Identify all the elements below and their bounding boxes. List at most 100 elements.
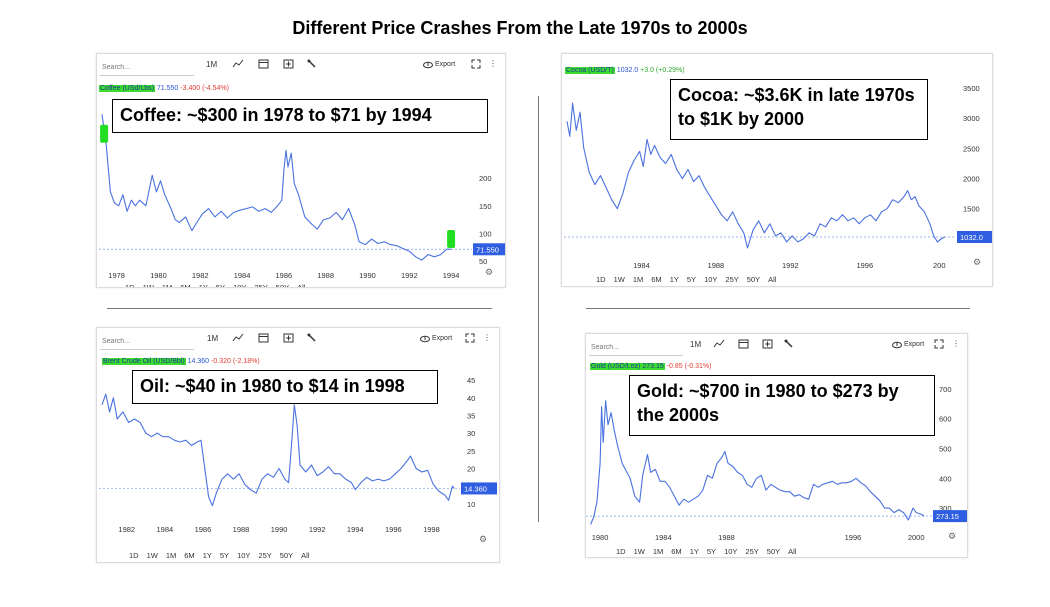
range-6m-button[interactable]: 6M — [184, 551, 195, 560]
line-chart-icon[interactable] — [713, 339, 725, 351]
x-tick-label: 200 — [933, 261, 946, 270]
range-25y-button[interactable]: 25Y — [745, 547, 759, 556]
interval-selector[interactable]: 1M — [207, 334, 219, 343]
series-line — [101, 393, 455, 507]
range-5y-button[interactable]: 5Y — [219, 551, 230, 560]
y-tick-label: 1500 — [963, 205, 980, 214]
series-line — [566, 102, 946, 249]
y-tick-label: 150 — [479, 202, 492, 211]
range-1m-button[interactable]: 1M — [632, 275, 644, 284]
fullscreen-icon[interactable] — [934, 339, 944, 351]
range-all-button[interactable]: All — [297, 283, 306, 288]
fullscreen-icon[interactable] — [471, 59, 481, 71]
draw-tools-icon[interactable] — [784, 339, 794, 351]
range-1w-button[interactable]: 1W — [633, 547, 645, 556]
interval-selector[interactable]: 1M — [690, 340, 702, 349]
draw-tools-icon[interactable] — [307, 59, 317, 71]
range-50y-button[interactable]: 50Y — [766, 547, 781, 556]
settings-gear-icon[interactable]: ⚙ — [485, 267, 494, 277]
range-1m-button[interactable]: 1M — [165, 551, 177, 560]
range-25y-button[interactable]: 25Y — [254, 283, 268, 288]
settings-gear-icon[interactable]: ⚙ — [479, 534, 488, 544]
fullscreen-icon[interactable] — [465, 333, 475, 345]
line-chart-icon[interactable] — [232, 59, 244, 71]
draw-tools-icon[interactable] — [307, 333, 317, 345]
range-1d-button[interactable]: 1D — [596, 275, 606, 284]
x-tick-label: 2000 — [908, 533, 925, 542]
cocoa-chart-panel: Cocoa (USD/T) 1032.0 +3.0 (+0.29%) 1500 2… — [561, 53, 993, 287]
range-25y-button[interactable]: 25Y — [258, 551, 272, 560]
range-1d-button[interactable]: 1D — [129, 551, 139, 560]
range-buttons: 1D 1W 1M 6M 1Y 5Y 10Y 25Y 50Y All — [596, 275, 776, 284]
export-button[interactable]: Export — [892, 340, 924, 349]
range-50y-button[interactable]: 50Y — [275, 283, 290, 288]
interval-selector[interactable]: 1M — [206, 60, 218, 69]
range-all-button[interactable]: All — [768, 275, 777, 284]
range-all-button[interactable]: All — [301, 551, 310, 560]
range-10y-button[interactable]: 10Y — [724, 547, 738, 556]
y-tick-label: 100 — [479, 230, 492, 239]
y-tick-label: 700 — [939, 385, 952, 394]
last-price-tag — [473, 243, 505, 256]
search-input[interactable] — [100, 333, 194, 350]
legend: Brent Crude Oil (USD/Bbl) 14.360 -0.320 … — [102, 358, 260, 365]
settings-gear-icon[interactable]: ⚙ — [973, 257, 982, 267]
range-50y-button[interactable]: 50Y — [746, 275, 761, 284]
export-label: Export — [435, 60, 456, 68]
gold-callout: Gold: ~$700 in 1980 to $273 by the 2000s — [629, 375, 935, 436]
y-tick-label: 25 — [467, 447, 475, 456]
calendar-icon[interactable] — [738, 339, 749, 351]
export-button[interactable]: Export — [423, 60, 456, 69]
y-tick-label: 50 — [479, 257, 487, 266]
x-tick-label: 1978 — [108, 271, 125, 280]
range-all-button[interactable]: All — [788, 547, 797, 556]
y-tick-label: 40 — [467, 394, 475, 403]
more-menu-icon[interactable]: ⋮ — [489, 59, 497, 68]
range-6m-button[interactable]: 6M — [651, 275, 662, 284]
y-tick-label: 500 — [939, 445, 952, 454]
range-1y-button[interactable]: 1Y — [689, 547, 699, 556]
y-tick-label: 3500 — [963, 84, 980, 93]
highlight-marker — [447, 230, 456, 249]
range-1d-button[interactable]: 1D — [125, 283, 135, 288]
range-1w-button[interactable]: 1W — [142, 283, 154, 288]
range-6m-button[interactable]: 6M — [671, 547, 682, 556]
x-tick-label: 1982 — [118, 525, 135, 534]
add-indicator-icon[interactable] — [283, 333, 294, 345]
range-50y-button[interactable]: 50Y — [279, 551, 294, 560]
more-menu-icon[interactable]: ⋮ — [952, 339, 960, 348]
settings-gear-icon[interactable]: ⚙ — [948, 531, 957, 541]
range-1w-button[interactable]: 1W — [146, 551, 158, 560]
range-1y-button[interactable]: 1Y — [198, 283, 208, 288]
range-10y-button[interactable]: 10Y — [237, 551, 251, 560]
add-indicator-icon[interactable] — [283, 59, 294, 71]
search-input[interactable] — [100, 59, 194, 76]
series-line — [590, 400, 925, 525]
range-6m-button[interactable]: 6M — [180, 283, 191, 288]
last-price-tag — [933, 510, 967, 523]
range-1y-button[interactable]: 1Y — [669, 275, 679, 284]
range-10y-button[interactable]: 10Y — [233, 283, 247, 288]
range-25y-button[interactable]: 25Y — [725, 275, 739, 284]
range-1m-button[interactable]: 1M — [652, 547, 664, 556]
range-5y-button[interactable]: 5Y — [686, 275, 697, 284]
export-button[interactable]: Export — [420, 334, 452, 343]
calendar-icon[interactable] — [258, 333, 269, 345]
legend-change: -3.400 (-4.54%) — [180, 85, 229, 92]
x-tick-label: 1990 — [271, 525, 288, 534]
range-1d-button[interactable]: 1D — [616, 547, 626, 556]
line-chart-icon[interactable] — [232, 333, 244, 345]
search-input[interactable] — [589, 339, 683, 356]
y-tick-label: 3000 — [963, 114, 980, 123]
range-5y-button[interactable]: 5Y — [215, 283, 226, 288]
calendar-icon[interactable] — [258, 59, 269, 71]
range-1m-button[interactable]: 1M — [161, 283, 173, 288]
add-indicator-icon[interactable] — [762, 339, 773, 351]
legend-name: Cocoa (USD/T) — [565, 67, 615, 74]
more-menu-icon[interactable]: ⋮ — [483, 333, 491, 342]
range-1y-button[interactable]: 1Y — [202, 551, 212, 560]
range-5y-button[interactable]: 5Y — [706, 547, 717, 556]
range-1w-button[interactable]: 1W — [613, 275, 625, 284]
range-10y-button[interactable]: 10Y — [704, 275, 718, 284]
x-tick-label: 1988 — [708, 261, 725, 270]
